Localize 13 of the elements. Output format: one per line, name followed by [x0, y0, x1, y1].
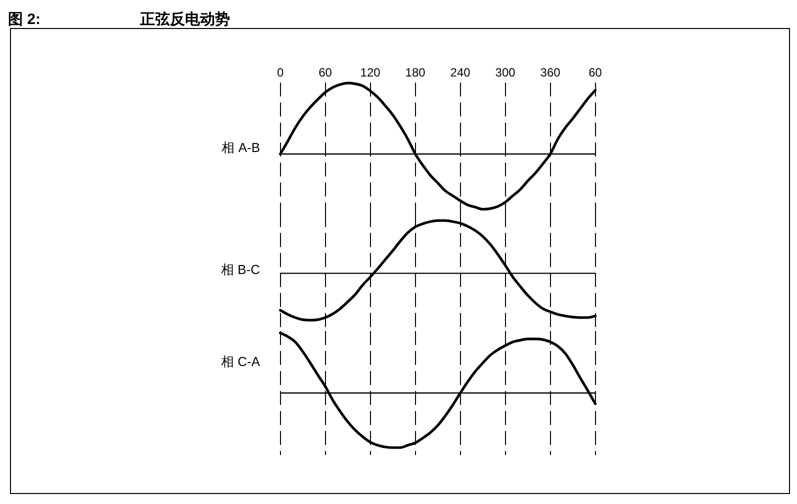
y-axis-title: 相 B-C [221, 262, 260, 277]
x-tick-label: 0 [276, 66, 284, 80]
x-tick-label: 300 [495, 66, 516, 80]
x-tick-label: 360 [540, 66, 561, 80]
chart-title: 正弦反电动势 [140, 11, 230, 28]
y-axis-title: 相 C-A [221, 354, 260, 369]
x-tick-label: 120 [360, 66, 381, 80]
x-tick-label: 180 [405, 66, 426, 80]
caption: 图 2: [8, 11, 41, 28]
x-tick-label: 60 [588, 66, 602, 80]
x-tick-label: 240 [450, 66, 471, 80]
y-axis-title: 相 A-B [222, 140, 260, 155]
x-tick-label: 60 [318, 66, 332, 80]
